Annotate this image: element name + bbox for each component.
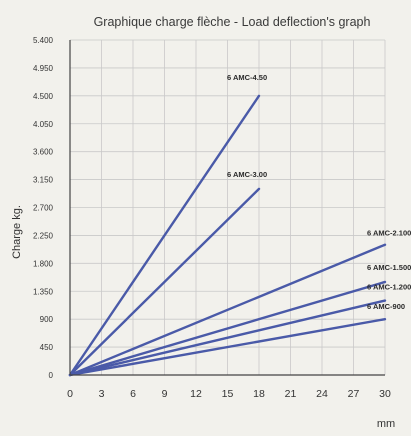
series-label: 6 AMC-3.00	[227, 170, 267, 179]
series-label: 6 AMC-900	[367, 302, 405, 311]
series-labels: 6 AMC-4.50 6 AMC-3.00 6 AMC-2.100 6 AMC-1.5…	[227, 73, 411, 311]
x-tick-label: 27	[348, 388, 360, 400]
series-line	[68, 280, 387, 377]
y-tick-label: 2.700	[33, 204, 54, 213]
series-label: 6 AMC-1.200	[367, 283, 411, 292]
x-tick-label: 30	[379, 388, 391, 400]
x-tick-label: 6	[130, 388, 136, 400]
chart-title: Graphique charge flèche - Load deflectio…	[94, 15, 371, 29]
series-line	[68, 317, 387, 377]
x-tick-label: 0	[67, 388, 73, 400]
series-line	[68, 187, 261, 377]
y-tick-label: 900	[40, 315, 54, 324]
grid	[69, 39, 386, 376]
x-tick-label: 9	[162, 388, 168, 400]
series-line	[68, 243, 387, 377]
y-tick-label: 2.250	[33, 231, 54, 240]
series-label: 6 AMC-2.100	[367, 229, 411, 238]
y-tick-label: 0	[49, 371, 54, 380]
y-tick-label: 4.500	[33, 92, 54, 101]
series-line	[68, 94, 261, 377]
y-tick-label: 3.600	[33, 148, 54, 157]
x-tick-label: 21	[285, 388, 297, 400]
series-lines	[68, 94, 387, 377]
series-label: 6 AMC-1.500	[367, 263, 411, 272]
y-tick-label: 4.050	[33, 120, 54, 129]
series-line	[68, 299, 387, 377]
x-tick-label: 12	[190, 388, 202, 400]
y-tick-label: 1.350	[33, 287, 54, 296]
y-tick-label: 1.800	[33, 259, 54, 268]
x-tick-label: 15	[222, 388, 234, 400]
axes: 0 450 900 1.350 1.800 2.250 2.700 3.150 3.600 4.0…	[33, 36, 391, 400]
x-tick-label: 18	[253, 388, 265, 400]
y-tick-label: 3.150	[33, 176, 54, 185]
series-label: 6 AMC-4.50	[227, 73, 267, 82]
y-tick-label: 450	[40, 343, 54, 352]
y-tick-label: 4.950	[33, 64, 54, 73]
x-tick-label: 3	[99, 388, 105, 400]
x-axis-label: mm	[377, 418, 395, 430]
y-tick-label: 5.400	[33, 36, 54, 45]
y-axis-label: Charge kg.	[11, 205, 23, 259]
x-tick-label: 24	[316, 388, 328, 400]
